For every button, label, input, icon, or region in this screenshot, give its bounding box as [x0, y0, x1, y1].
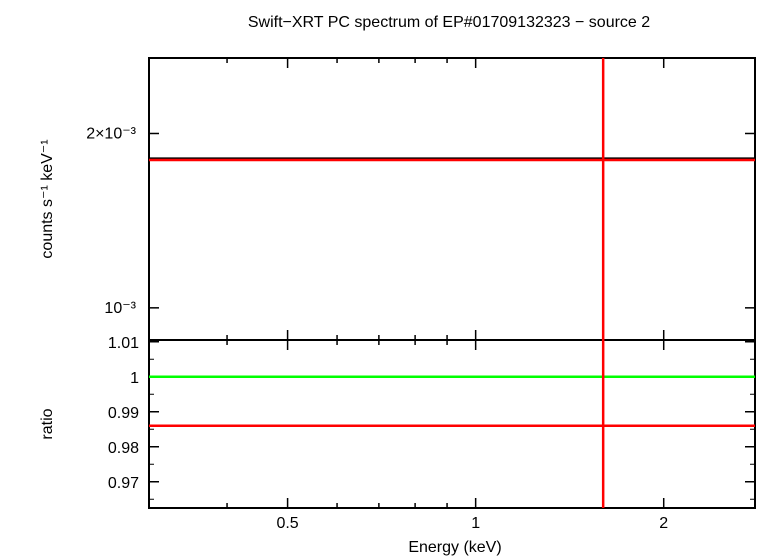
- y-tick-label: 1.01: [108, 335, 139, 352]
- y-tick-label: 0.97: [108, 475, 139, 492]
- bottom-panel-frame: [148, 339, 756, 509]
- x-axis-label: Energy (keV): [408, 539, 501, 556]
- x-tick-label: 1: [471, 515, 480, 532]
- chart-title: Swift−XRT PC spectrum of EP#01709132323 …: [248, 14, 650, 31]
- y-tick-label: 0.98: [108, 440, 139, 457]
- y-tick-label: 2×10⁻³: [86, 125, 136, 142]
- top-panel-frame: [148, 57, 756, 341]
- x-tick-label: 2: [659, 515, 668, 532]
- y-tick-label: 1: [130, 370, 139, 387]
- y-tick-label: 0.99: [108, 405, 139, 422]
- bottom-y-axis-label: ratio: [39, 408, 56, 439]
- top-y-axis-label: counts s⁻¹ keV⁻¹: [39, 139, 56, 258]
- x-tick-label: 0.5: [276, 515, 298, 532]
- y-tick-label: 10⁻³: [104, 300, 136, 317]
